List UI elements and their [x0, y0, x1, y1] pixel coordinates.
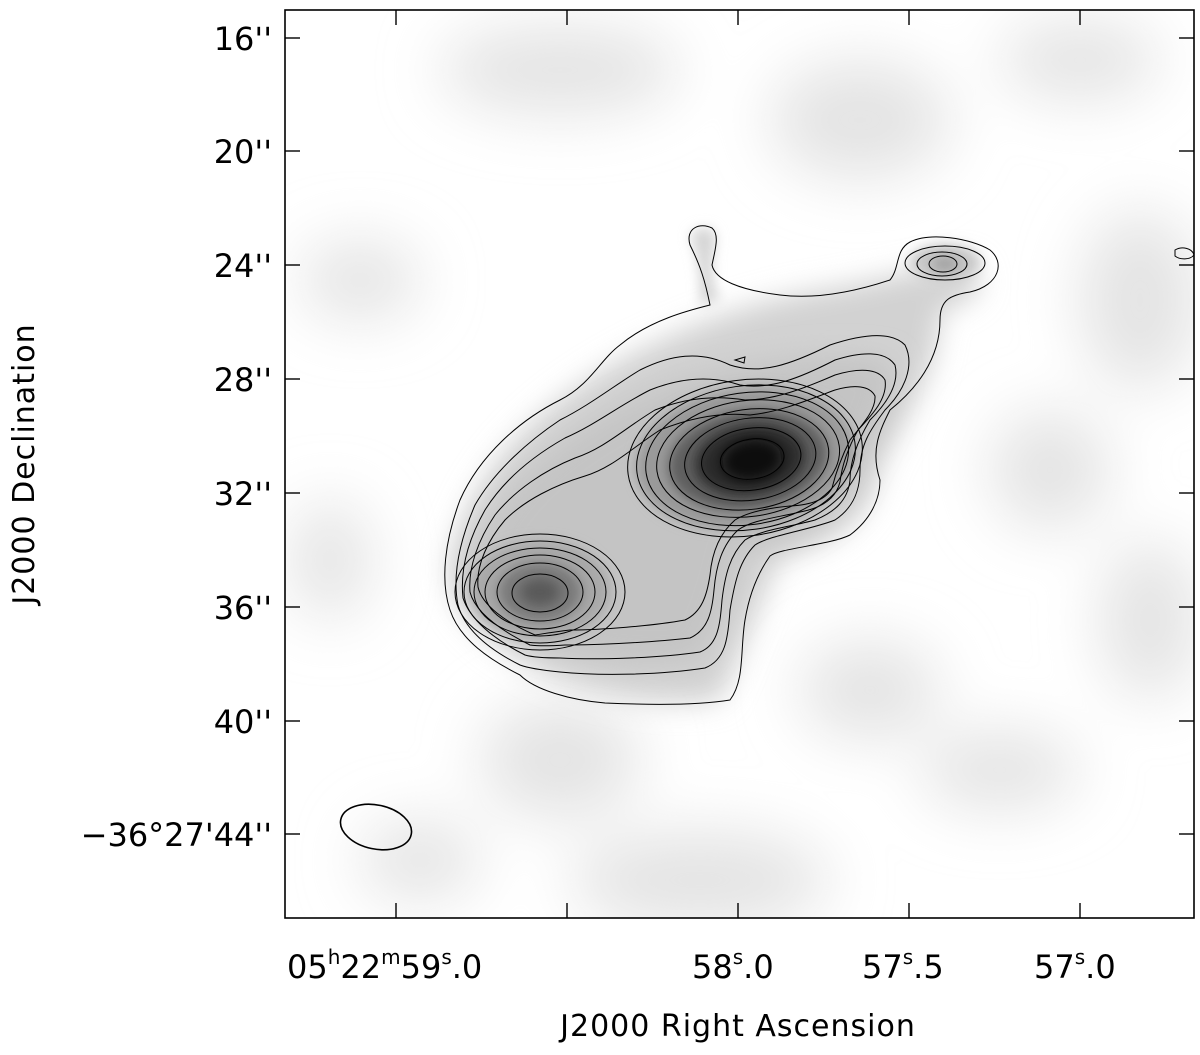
y-tick-label: −36°27'44'' — [81, 816, 272, 854]
knot-contours — [454, 533, 626, 651]
y-tick-label: 32'' — [214, 475, 272, 513]
contour-lines — [444, 225, 1194, 705]
contour-2 — [455, 335, 910, 675]
x-tick-label: 57s.5 — [862, 945, 944, 986]
y-axis-title: J2000 Declination — [7, 323, 42, 606]
y-tick-marks — [285, 37, 1194, 835]
y-tick-label: 16'' — [214, 20, 272, 58]
plot-frame — [284, 9, 1195, 919]
y-tick-label: 24'' — [214, 247, 272, 285]
beam-ellipse — [339, 803, 413, 851]
x-axis-title: J2000 Right Ascension — [558, 1009, 916, 1044]
contour-4 — [469, 369, 886, 647]
x-tick-label: 57s.0 — [1034, 945, 1116, 986]
y-tick-label: 20'' — [214, 133, 272, 171]
contour-5 — [477, 386, 876, 636]
core-contours — [627, 378, 863, 538]
contour-3 — [461, 353, 897, 660]
greyscale-image — [285, 10, 1194, 918]
contour-outer — [444, 225, 999, 705]
y-tick-label: 40'' — [214, 703, 272, 741]
x-tick-labels: 05h22m59s.0 58s.0 57s.5 57s.0 — [287, 945, 1116, 986]
x-tick-label: 58s.0 — [692, 945, 774, 986]
y-tick-label: 36'' — [214, 589, 272, 627]
y-tick-label: 28'' — [214, 361, 272, 399]
x-tick-marks — [395, 10, 1081, 918]
x-tick-label: 05h22m59s.0 — [287, 945, 482, 986]
y-tick-labels: 16'' 20'' 24'' 28'' 32'' 36'' 40'' −36°2… — [81, 20, 272, 854]
